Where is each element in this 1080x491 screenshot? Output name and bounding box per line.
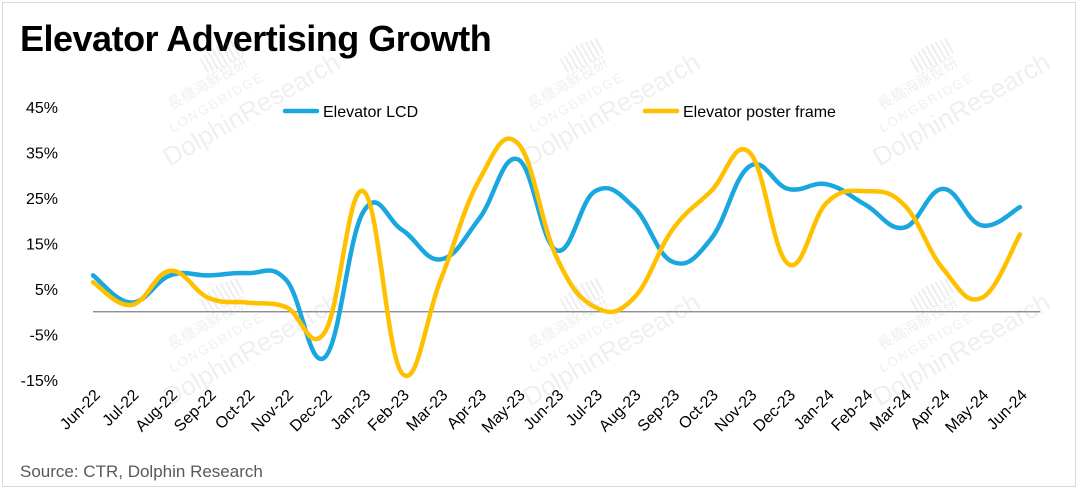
watermark-bar [211, 48, 225, 69]
y-tick-label: 45% [26, 100, 58, 117]
watermark-bar [199, 58, 210, 74]
watermark-bar [579, 283, 593, 304]
watermark-bar [224, 41, 237, 60]
x-tick-label: May-24 [942, 387, 992, 437]
y-tick-label: 5% [35, 282, 58, 299]
watermark-bar [229, 39, 241, 57]
legend: Elevator LCD Elevator poster frame [282, 104, 836, 121]
watermark-bar [234, 38, 245, 54]
watermark-bar [567, 51, 580, 70]
x-tick-label: Nov-22 [248, 387, 297, 436]
watermark-bar [909, 298, 920, 314]
x-tick-label: Dec-23 [751, 387, 800, 436]
y-tick-label: -15% [21, 373, 58, 390]
x-tick-label: Jan-24 [791, 387, 838, 434]
watermark-bar [589, 39, 601, 57]
x-tick-label: Sep-23 [635, 387, 684, 436]
watermark-bar [563, 54, 575, 72]
legend-label: Elevator LCD [323, 104, 418, 121]
watermark-bar [924, 44, 939, 67]
watermark-bar [917, 51, 930, 70]
series-line-elevator-poster-frame [90, 136, 1023, 379]
x-tick-label: Jun-24 [984, 387, 1031, 434]
watermark-bar [939, 279, 951, 297]
watermark-bar [579, 43, 593, 64]
watermark-bar [571, 48, 585, 69]
watermark-bar [944, 38, 955, 54]
chart-title: Elevator Advertising Growth [20, 18, 492, 59]
x-tick-label: Jun-22 [57, 387, 104, 434]
watermark-bar [913, 294, 925, 312]
y-tick-label: 35% [26, 146, 58, 163]
legend-label: Elevator poster frame [683, 104, 836, 121]
watermark-brand: DolphinResearch [867, 46, 1055, 172]
x-tick-label: Feb-24 [828, 387, 876, 435]
watermark-bar [921, 48, 935, 69]
watermark-bar [214, 44, 229, 67]
watermark-bar [584, 281, 597, 300]
x-tick-label: Jan-23 [328, 387, 375, 434]
watermark-bar [559, 58, 570, 74]
watermark-bar [207, 51, 220, 70]
source-note: Source: CTR, Dolphin Research [20, 462, 263, 481]
watermark-bar [219, 283, 233, 304]
watermark-bar [219, 43, 233, 64]
watermark-bar [563, 294, 575, 312]
watermark-bar [234, 278, 245, 294]
watermark-bar [934, 41, 947, 60]
watermark-bar [571, 288, 585, 309]
watermark-bar [929, 283, 943, 304]
series-lines [90, 136, 1023, 379]
watermark-bar [934, 281, 947, 300]
watermark-bar [594, 38, 605, 54]
watermark-bar [594, 278, 605, 294]
watermark-bar [559, 298, 570, 314]
watermark-bar [944, 278, 955, 294]
watermark-bar [584, 41, 597, 60]
watermark-bar [589, 279, 601, 297]
watermark-bar [567, 291, 580, 310]
x-tick-label: Dec-22 [287, 387, 336, 436]
y-tick-label: 25% [26, 191, 58, 208]
x-tick-label: Feb-23 [365, 387, 413, 435]
watermark-bar [939, 39, 951, 57]
watermark-bar [199, 298, 210, 314]
watermark-bar [574, 44, 589, 67]
watermark-bar [924, 284, 939, 307]
watermark-bar [229, 279, 241, 297]
x-tick-label: Nov-23 [712, 387, 761, 436]
x-tick-label: Mar-23 [404, 387, 452, 435]
x-tick-label: May-23 [479, 387, 529, 437]
x-tick-label: Aug-23 [596, 387, 645, 436]
y-tick-label: -5% [30, 328, 58, 345]
watermark-bar [909, 58, 920, 74]
watermark-bar [203, 54, 215, 72]
watermark-bar [913, 54, 925, 72]
y-tick-label: 15% [26, 237, 58, 254]
watermark-bar [921, 288, 935, 309]
watermark-bar [929, 43, 943, 64]
y-axis: -15% -5% 5% 15% 25% 35% 45% [21, 100, 58, 390]
watermark-bar [224, 281, 237, 300]
watermark-bar [917, 291, 930, 310]
